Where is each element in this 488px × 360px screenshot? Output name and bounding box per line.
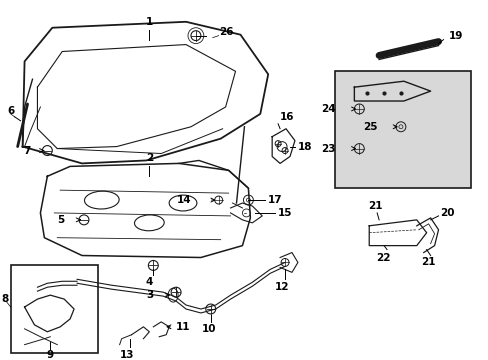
- Text: 22: 22: [375, 252, 389, 262]
- Text: 12: 12: [274, 282, 289, 292]
- Text: 2: 2: [145, 153, 153, 163]
- Text: 25: 25: [362, 122, 376, 132]
- Text: 3: 3: [146, 290, 153, 300]
- Text: 1: 1: [145, 17, 153, 27]
- Text: 7: 7: [23, 145, 30, 156]
- Text: 5: 5: [57, 215, 64, 225]
- Bar: [11, 265, 98, 352]
- Text: 8: 8: [1, 294, 8, 304]
- Text: 21: 21: [421, 257, 435, 267]
- Bar: [334, 71, 470, 188]
- Text: 14: 14: [176, 195, 191, 205]
- Text: 23: 23: [321, 144, 335, 154]
- Text: 20: 20: [440, 208, 454, 218]
- Text: 18: 18: [297, 141, 312, 152]
- Text: 24: 24: [320, 104, 335, 114]
- Text: 10: 10: [201, 324, 216, 334]
- Text: 21: 21: [367, 201, 382, 211]
- Text: 15: 15: [278, 208, 292, 218]
- Text: 26: 26: [218, 27, 233, 37]
- Text: 9: 9: [47, 350, 54, 360]
- Text: 17: 17: [267, 195, 282, 205]
- Text: 16: 16: [280, 112, 294, 122]
- Text: 4: 4: [145, 277, 153, 287]
- Text: 13: 13: [119, 350, 134, 360]
- Text: 11: 11: [176, 322, 190, 332]
- Text: 6: 6: [7, 106, 14, 116]
- Text: 19: 19: [447, 31, 462, 41]
